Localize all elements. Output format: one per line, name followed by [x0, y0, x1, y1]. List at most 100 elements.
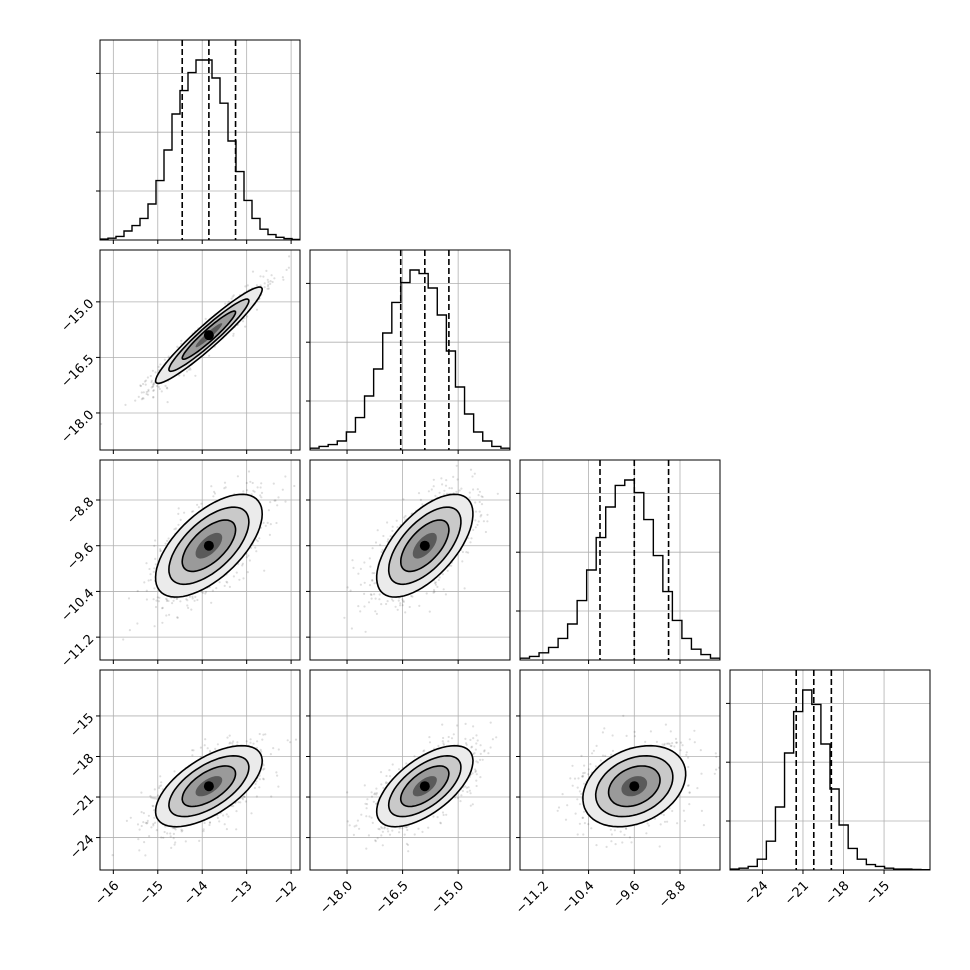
- scatter-point: [177, 512, 180, 516]
- scatter-point: [264, 524, 267, 528]
- scatter-point: [255, 795, 258, 798]
- scatter-point: [468, 491, 471, 494]
- scatter-point: [232, 294, 235, 297]
- scatter-point: [140, 398, 143, 401]
- scatter-point: [262, 778, 265, 781]
- scatter-point: [428, 610, 431, 613]
- scatter-point: [152, 383, 155, 386]
- scatter-point: [173, 827, 176, 830]
- scatter-point: [228, 742, 231, 745]
- scatter-point: [391, 529, 394, 533]
- scatter-point: [159, 775, 162, 778]
- scatter-point: [380, 603, 383, 606]
- scatter-point: [398, 831, 401, 834]
- contour-line-1: [168, 298, 250, 373]
- scatter-point: [432, 591, 435, 594]
- scatter-point: [171, 602, 174, 605]
- scatter-point: [163, 358, 166, 361]
- scatter-point: [468, 496, 471, 499]
- contour-line-1: [168, 754, 250, 818]
- scatter-point: [225, 828, 228, 831]
- scatter-point: [137, 838, 140, 841]
- scatter-point: [255, 308, 259, 311]
- scatter-point: [156, 596, 159, 599]
- scatter-point: [373, 593, 376, 596]
- scatter-point: [511, 443, 513, 445]
- scatter-point: [346, 586, 349, 589]
- scatter-point: [224, 486, 227, 489]
- scatter-point: [225, 580, 228, 583]
- scatter-point: [469, 804, 472, 807]
- scatter-point: [252, 742, 255, 745]
- contour-line-0: [400, 519, 450, 573]
- scatter-point: [474, 769, 477, 773]
- scatter-point: [163, 830, 166, 834]
- scatter-point: [235, 571, 238, 574]
- scatter-point: [395, 519, 398, 522]
- scatter-point: [251, 270, 255, 273]
- scatter-point: [258, 778, 261, 781]
- scatter-point: [196, 598, 199, 602]
- scatter-point: [160, 836, 163, 839]
- scatter-point: [390, 598, 394, 601]
- scatter-point: [479, 515, 482, 518]
- scatter-point: [208, 821, 212, 824]
- scatter-point: [152, 395, 155, 399]
- scatter-point: [458, 489, 461, 492]
- scatter-point: [247, 554, 250, 557]
- scatter-point: [404, 514, 407, 518]
- scatter-point: [404, 611, 407, 614]
- scatter-point: [439, 821, 442, 824]
- scatter-point: [161, 621, 164, 624]
- contour-line-0: [181, 310, 237, 360]
- scatter-point: [472, 753, 475, 756]
- scatter-point: [206, 747, 209, 750]
- scatter-point: [467, 551, 470, 554]
- scatter-point: [401, 598, 404, 601]
- scatter-point: [441, 573, 444, 576]
- contour-line-2: [375, 493, 474, 598]
- scatter-point: [263, 282, 266, 285]
- scatter-point: [269, 753, 272, 756]
- scatter-point: [370, 795, 374, 798]
- scatter-point: [397, 768, 401, 771]
- scatter-point: [205, 590, 208, 594]
- scatter-point: [254, 782, 257, 786]
- scatter-point: [441, 483, 444, 486]
- scatter-point: [284, 475, 287, 478]
- scatter-point: [272, 482, 275, 485]
- scatter-point: [145, 598, 148, 601]
- histogram-step: [520, 479, 720, 660]
- scatter-point: [455, 490, 458, 493]
- scatter-point: [157, 385, 160, 389]
- grid: [310, 250, 510, 450]
- scatter-point: [202, 828, 205, 831]
- scatter-point: [267, 287, 270, 290]
- scatter-point: [397, 599, 400, 602]
- scatter-point: [172, 837, 175, 840]
- scatter-point: [204, 592, 207, 595]
- scatter-point: [142, 397, 145, 400]
- scatter-point: [294, 738, 298, 741]
- scatter-point: [208, 354, 211, 357]
- scatter-point: [463, 587, 466, 590]
- scatter-point: [154, 563, 157, 566]
- scatter-point: [166, 401, 169, 404]
- scatter-point: [236, 741, 239, 744]
- scatter-point: [476, 488, 479, 491]
- scatter-point: [216, 743, 219, 746]
- scatter-point: [241, 564, 244, 567]
- scatter-point: [154, 557, 157, 561]
- scatter-point: [363, 605, 366, 608]
- scatter-point: [144, 379, 148, 382]
- scatter-point: [380, 550, 383, 554]
- density-peak: [419, 540, 430, 551]
- scatter-point: [152, 383, 155, 386]
- scatter-point: [455, 464, 458, 467]
- scatter-point: [368, 584, 372, 587]
- scatter-point: [260, 496, 263, 499]
- scatter-point: [152, 797, 155, 800]
- panel-frame: [99, 459, 301, 661]
- scatter-point: [154, 371, 157, 374]
